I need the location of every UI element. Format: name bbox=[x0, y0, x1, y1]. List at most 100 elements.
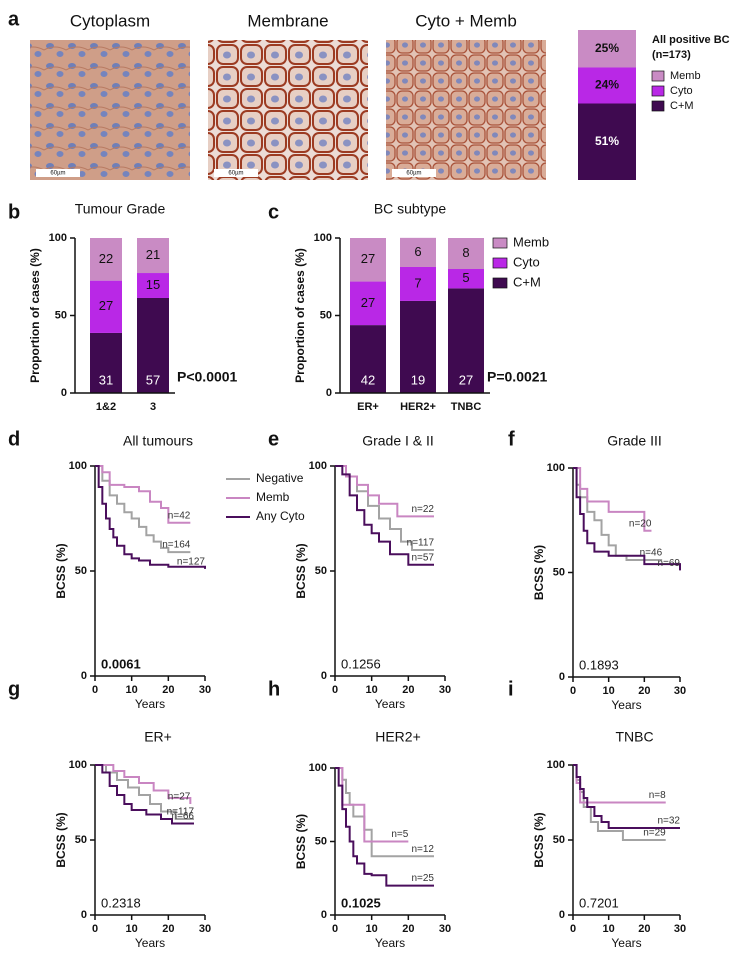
y-tick-label: 0 bbox=[559, 909, 565, 921]
chart-title: Tumour Grade bbox=[75, 201, 166, 217]
chart-title: ER+ bbox=[144, 729, 172, 745]
bar-label: 8 bbox=[462, 245, 469, 260]
x-tick-label: 0 bbox=[332, 923, 338, 935]
bar-label: 21 bbox=[146, 247, 160, 262]
legend-title: All positive BC bbox=[652, 34, 730, 46]
y-axis-label: BCSS (%) bbox=[532, 545, 546, 600]
bar-segment bbox=[350, 238, 386, 282]
panel-label: d bbox=[8, 428, 20, 450]
image-title: Cyto + Memb bbox=[415, 11, 517, 30]
bar-label: 22 bbox=[99, 251, 113, 266]
x-tick-label: 10 bbox=[366, 923, 378, 935]
bar-segment bbox=[350, 325, 386, 393]
x-axis-label: Years bbox=[611, 936, 641, 950]
x-axis-label: Years bbox=[135, 697, 165, 711]
panel-label: b bbox=[8, 201, 20, 223]
bar-label: 15 bbox=[146, 277, 160, 292]
x-tick-label: 1&2 bbox=[96, 401, 116, 413]
survival-curve bbox=[95, 764, 194, 825]
x-tick-label: 30 bbox=[199, 684, 211, 696]
micrograph bbox=[386, 40, 546, 180]
y-tick-label: 0 bbox=[61, 387, 67, 399]
p-value: P=0.0021 bbox=[487, 369, 548, 385]
legend-swatch bbox=[492, 237, 508, 249]
p-value: 0.1256 bbox=[341, 656, 381, 671]
x-tick-label: 3 bbox=[150, 401, 156, 413]
legend-label: Cyto bbox=[670, 85, 693, 97]
y-tick-label: 100 bbox=[49, 232, 67, 244]
legend-label: Memb bbox=[670, 70, 701, 82]
n-label: n=27 bbox=[168, 792, 191, 803]
n-label: n=25 bbox=[411, 873, 434, 884]
survival-curve bbox=[573, 467, 652, 532]
y-tick-label: 100 bbox=[309, 762, 327, 774]
n-label: n=12 bbox=[411, 844, 434, 855]
n-label: n=5 bbox=[391, 829, 408, 840]
y-tick-label: 50 bbox=[75, 834, 87, 846]
n-label: n=164 bbox=[162, 540, 191, 551]
bar-label: 24% bbox=[595, 78, 619, 92]
x-tick-label: 30 bbox=[439, 923, 451, 935]
y-tick-label: 0 bbox=[81, 909, 87, 921]
x-tick-label: 0 bbox=[332, 684, 338, 696]
legend-label: Memb bbox=[513, 234, 549, 249]
survival-curve bbox=[95, 465, 206, 569]
y-tick-label: 0 bbox=[81, 670, 87, 682]
x-tick-label: 30 bbox=[199, 923, 211, 935]
micrograph bbox=[208, 40, 368, 180]
bar-label: 27 bbox=[459, 372, 473, 387]
legend-label: Negative bbox=[256, 471, 304, 485]
x-tick-label: 30 bbox=[439, 684, 451, 696]
n-label: n=29 bbox=[643, 828, 666, 839]
x-tick-label: ER+ bbox=[357, 401, 379, 413]
bar-segment bbox=[137, 273, 169, 298]
y-axis-label: BCSS (%) bbox=[54, 543, 68, 598]
bar-label: 27 bbox=[361, 295, 375, 310]
bar-segment bbox=[578, 67, 636, 104]
x-tick-label: 30 bbox=[674, 685, 686, 697]
y-axis-label: Proportion of cases (%) bbox=[28, 248, 42, 383]
legend-subtitle: (n=173) bbox=[652, 49, 691, 61]
bar-segment bbox=[578, 30, 636, 68]
y-tick-label: 100 bbox=[69, 460, 87, 472]
survival-curve bbox=[95, 764, 192, 804]
chart-title: HER2+ bbox=[375, 729, 421, 745]
scale-bar bbox=[392, 169, 436, 177]
x-axis-label: Years bbox=[611, 698, 641, 712]
scale-label: 60µm bbox=[228, 171, 243, 177]
p-value: 0.1025 bbox=[341, 895, 381, 910]
n-label: n=69 bbox=[657, 558, 680, 569]
x-tick-label: 30 bbox=[674, 923, 686, 935]
n-label: n=22 bbox=[411, 504, 434, 515]
y-tick-label: 50 bbox=[553, 566, 565, 578]
survival-curve bbox=[335, 465, 434, 566]
y-tick-label: 50 bbox=[320, 309, 332, 321]
bar-segment bbox=[90, 280, 122, 333]
chart-title: TNBC bbox=[615, 729, 653, 745]
y-tick-label: 0 bbox=[326, 387, 332, 399]
bar-segment bbox=[448, 288, 484, 393]
scale-bar bbox=[214, 169, 258, 177]
y-axis-label: BCSS (%) bbox=[294, 543, 308, 598]
survival-curve bbox=[573, 467, 681, 571]
bar-segment bbox=[400, 266, 436, 301]
micrograph bbox=[30, 40, 190, 180]
bar-segment bbox=[350, 281, 386, 326]
survival-curve bbox=[95, 465, 191, 524]
scale-label: 60µm bbox=[50, 171, 65, 177]
scale-bar bbox=[36, 169, 80, 177]
x-tick-label: 0 bbox=[570, 923, 576, 935]
n-label: n=20 bbox=[629, 518, 652, 529]
x-tick-label: 20 bbox=[402, 923, 414, 935]
x-tick-label: 20 bbox=[162, 684, 174, 696]
x-tick-label: 20 bbox=[638, 923, 650, 935]
survival-curve bbox=[95, 764, 194, 820]
legend-swatch bbox=[492, 277, 508, 289]
y-tick-label: 0 bbox=[321, 909, 327, 921]
y-tick-label: 50 bbox=[75, 565, 87, 577]
n-label: n=117 bbox=[167, 807, 195, 818]
bar-segment bbox=[448, 269, 484, 289]
bar-segment bbox=[90, 238, 122, 281]
y-tick-label: 50 bbox=[315, 835, 327, 847]
